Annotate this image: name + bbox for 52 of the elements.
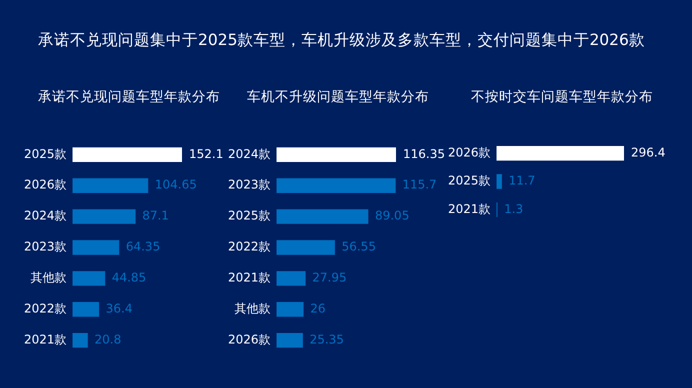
bar — [276, 240, 335, 255]
data-label: 296.4 — [631, 145, 666, 160]
y-tick-label: 其他款 — [30, 270, 67, 285]
bar — [72, 209, 136, 224]
bar — [72, 271, 106, 286]
data-label: 104.65 — [154, 178, 197, 192]
chart-title: 承诺不兑现问题车型年款分布 — [37, 88, 221, 107]
bar — [276, 271, 306, 286]
y-tick-label: 2026款 — [24, 178, 67, 192]
bar — [72, 302, 100, 317]
bar — [276, 209, 368, 224]
data-label: 89.05 — [374, 208, 410, 223]
y-tick-label: 2024款 — [228, 146, 271, 161]
bar — [276, 147, 396, 162]
y-tick-label: 2021款 — [228, 270, 271, 285]
data-label: 56.55 — [342, 240, 376, 254]
y-tick-label: 2023款 — [228, 178, 271, 192]
y-tick-label: 其他款 — [234, 302, 271, 316]
y-tick-label: 2026款 — [448, 145, 491, 160]
y-tick-label: 2025款 — [24, 146, 67, 161]
data-label: 1.3 — [504, 202, 524, 216]
data-label: 25.35 — [310, 332, 344, 346]
y-tick-label: 2023款 — [24, 240, 67, 254]
data-label: 152.1 — [189, 146, 224, 161]
y-tick-label: 2025款 — [228, 208, 271, 223]
chart-title: 车机不升级问题车型年款分布 — [246, 88, 430, 107]
bar — [276, 333, 303, 348]
data-label: 27.95 — [312, 270, 347, 285]
data-label: 26 — [310, 302, 326, 316]
y-tick-label: 2025款 — [448, 174, 491, 188]
bar — [276, 302, 304, 317]
y-tick-label: 2021款 — [24, 332, 67, 346]
data-label: 11.7 — [508, 174, 536, 188]
y-tick-label: 2022款 — [24, 302, 67, 316]
data-label: 115.7 — [402, 178, 437, 192]
data-label: 64.35 — [126, 240, 160, 254]
bar — [72, 178, 148, 193]
bar — [276, 178, 396, 193]
bar — [72, 240, 120, 255]
data-label: 20.8 — [94, 332, 122, 346]
bar — [72, 147, 182, 162]
data-label: 44.85 — [112, 270, 146, 285]
y-tick-label: 2022款 — [228, 240, 271, 254]
chart-title: 不按时交车问题车型年款分布 — [470, 88, 654, 107]
y-tick-label: 2026款 — [228, 332, 271, 346]
y-tick-label: 2024款 — [24, 208, 67, 223]
text: 承诺不兑现问题集中于2025款车型，车机升级涉及多款车型，交付问题集中于2026款 — [38, 30, 645, 51]
y-tick-label: 2021款 — [448, 202, 491, 216]
data-label: 87.1 — [142, 208, 169, 223]
data-label: 116.35 — [403, 146, 445, 161]
bar — [72, 333, 88, 348]
data-label: 36.4 — [106, 302, 132, 316]
